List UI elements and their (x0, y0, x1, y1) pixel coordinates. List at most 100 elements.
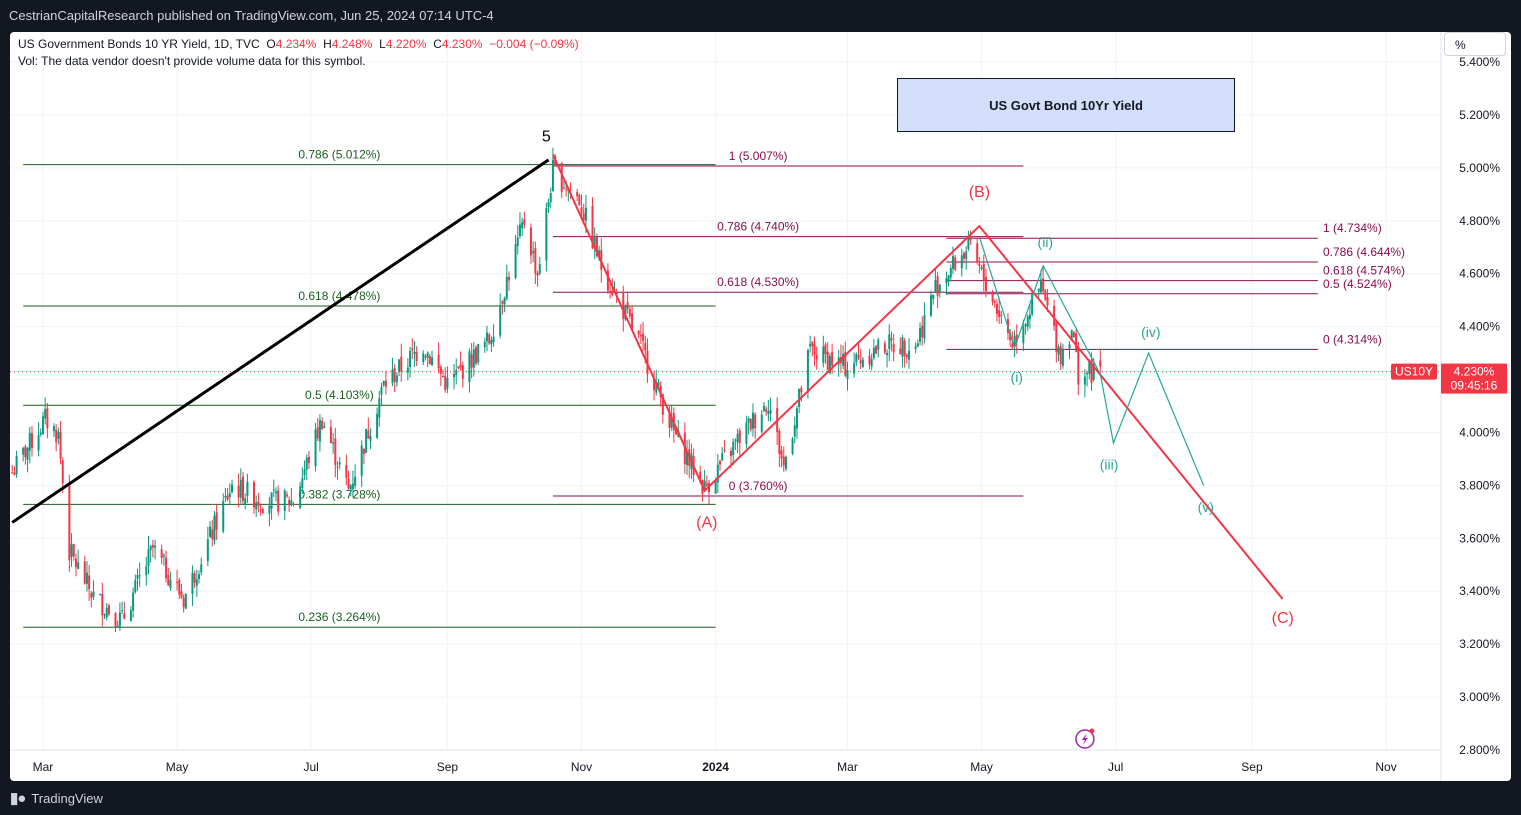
candle-body (806, 349, 809, 393)
candle-body (828, 356, 831, 373)
candle-body (1059, 346, 1062, 365)
fib-level-label: 0.5 (4.103%) (305, 388, 374, 402)
candle-body (754, 414, 757, 429)
candle-body (70, 544, 73, 557)
candle-body (1039, 279, 1042, 293)
percent-scale-button[interactable]: % (1444, 32, 1506, 56)
candle-body (516, 237, 519, 247)
wave-label: (iv) (1141, 324, 1160, 340)
candle-body (92, 591, 95, 597)
candle-body (277, 490, 280, 512)
candle-body (1072, 332, 1075, 338)
symbol-legend: US Government Bonds 10 YR Yield, 1D, TVC… (18, 36, 579, 70)
candle-body (351, 483, 354, 490)
candle-body (85, 572, 88, 584)
candle-body (72, 544, 75, 557)
candle-body (853, 363, 856, 374)
candle-body (960, 255, 963, 269)
candle-body (274, 491, 277, 494)
chart-canvas[interactable]: 5.400%5.200%5.000%4.800%4.600%4.400%4.20… (10, 32, 1511, 781)
candle-body (908, 350, 911, 360)
open-value: 4.234% (275, 37, 317, 51)
candle-body (107, 605, 110, 615)
wave-label: (B) (969, 184, 990, 201)
candle-body (732, 441, 735, 456)
candle-body (892, 343, 895, 353)
candle-body (872, 347, 875, 359)
candle-body (644, 342, 647, 351)
candle-body (259, 509, 262, 511)
candle-body (813, 343, 816, 355)
symbol-name[interactable]: US Government Bonds 10 YR Yield, 1D, TVC (18, 37, 260, 51)
candle-body (83, 561, 86, 584)
candle-body (39, 432, 42, 435)
candle-body (1057, 347, 1060, 355)
candle-body (890, 338, 893, 341)
candle-body (998, 310, 1001, 318)
price-tag-value-box (1441, 363, 1507, 394)
candle-body (914, 346, 917, 349)
candle-body (505, 276, 508, 299)
candle-body (101, 593, 104, 616)
candle-body (809, 343, 812, 347)
y-tick-label: 3.200% (1459, 637, 1500, 651)
candle-body (855, 354, 858, 363)
candle-body (798, 388, 801, 407)
candle-body (468, 351, 471, 382)
candle-body (1000, 315, 1003, 317)
candle-body (916, 343, 919, 347)
candle-body (237, 485, 240, 498)
candle-body (195, 579, 198, 586)
candle-body (239, 479, 242, 498)
candle-body (747, 418, 750, 423)
fib-level-label: 1 (4.734%) (1323, 221, 1382, 235)
candle-body (782, 456, 785, 466)
candle-body (477, 344, 480, 363)
candle-body (580, 207, 583, 214)
candle-body (270, 492, 273, 509)
change-value: −0.004 (−0.09%) (489, 37, 579, 51)
close-value: 4.230% (441, 37, 483, 51)
candle-body (1068, 344, 1071, 349)
candle-body (37, 435, 40, 451)
fib-level-label: 0.618 (4.478%) (298, 289, 380, 303)
footer-brand[interactable]: TradingView (31, 790, 103, 806)
candle-body (846, 369, 849, 380)
candle-body (323, 426, 326, 428)
candle-body (738, 430, 741, 443)
candle-body (209, 526, 212, 537)
candle-body (376, 413, 379, 438)
candle-body (400, 356, 403, 372)
wave-label: (i) (1011, 369, 1023, 385)
candle-body (705, 483, 708, 486)
x-tick-label: Jul (303, 760, 318, 774)
candle-body (285, 494, 288, 497)
fib-level-label: 0 (3.760%) (729, 479, 788, 493)
candle-body (428, 356, 431, 364)
candle-body (637, 330, 640, 335)
candle-body (99, 594, 102, 596)
candle-body (642, 333, 645, 341)
candle-body (362, 448, 365, 455)
candle-body (736, 433, 739, 443)
price-tag-symbol: US10Y (1395, 365, 1433, 379)
open-label: O (266, 37, 276, 51)
candle-body (729, 450, 732, 457)
y-tick-label: 4.800% (1459, 214, 1500, 228)
candle-body (369, 435, 372, 441)
candle-body (11, 472, 14, 474)
footer: ▮● TradingView (10, 787, 103, 809)
candle-body (824, 344, 827, 355)
candle-body (132, 592, 135, 611)
candle-body (514, 244, 517, 278)
candle-body (180, 591, 183, 598)
candle-body (1055, 321, 1058, 352)
publisher-line: CestrianCapitalResearch published on Tra… (9, 8, 494, 23)
candle-body (905, 354, 908, 358)
candle-body (560, 162, 563, 192)
candle-body (406, 367, 409, 373)
candle-body (244, 498, 247, 505)
candle-body (68, 484, 71, 561)
candle-body (409, 350, 412, 368)
candle-body (272, 489, 275, 491)
